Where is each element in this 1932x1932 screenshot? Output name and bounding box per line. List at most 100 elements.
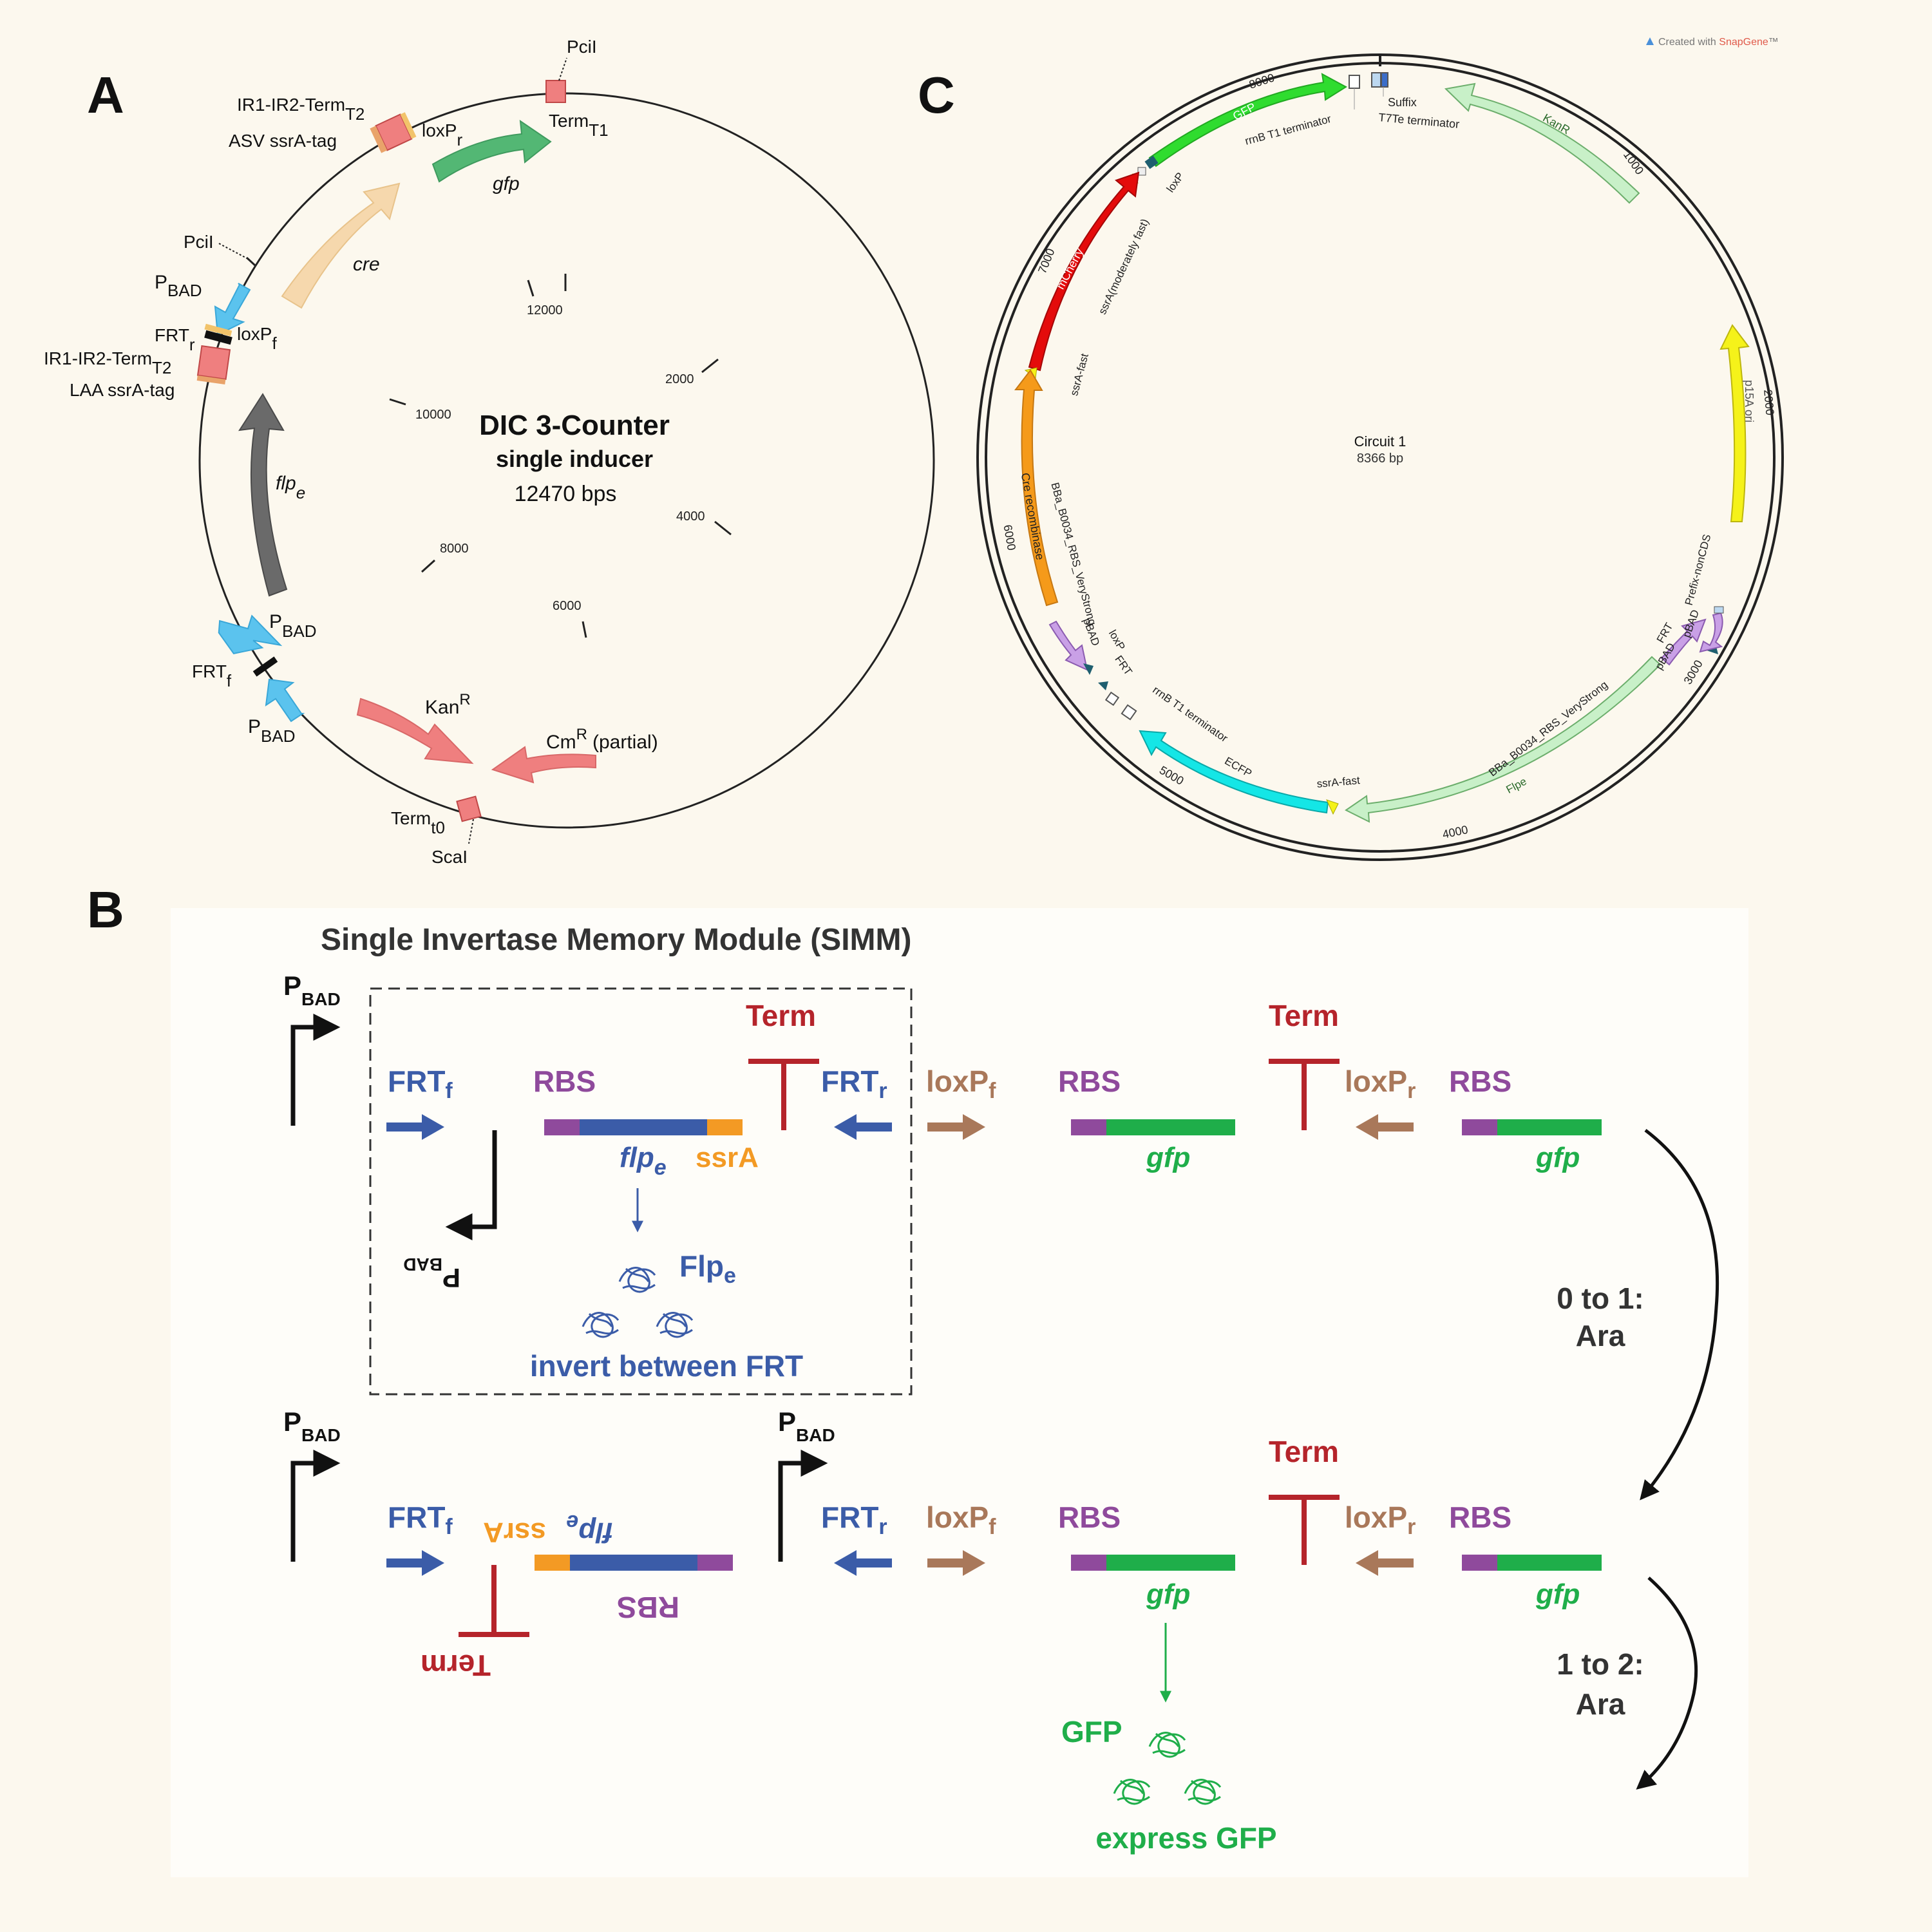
pbad-right2-arrow xyxy=(1699,612,1723,653)
svg-text:flpe: flpe xyxy=(566,1510,613,1548)
svg-text:FRTf: FRTf xyxy=(192,661,232,690)
row1-rbs3-bar xyxy=(1462,1119,1497,1135)
row2-term2-icon xyxy=(1269,1495,1340,1565)
ir-mid-box xyxy=(196,345,231,385)
panel-a: A 12000 2000 10000 4000 8000 6000 DIC 3-… xyxy=(44,37,935,867)
row2-frtr-arrow xyxy=(834,1550,892,1576)
row1-pbad-sub: BAD xyxy=(301,989,341,1009)
ir-top-box xyxy=(370,112,417,153)
cre-c-label: Cre recombinase xyxy=(1019,472,1046,561)
transition2-ara: Ara xyxy=(1576,1687,1625,1721)
row2-gfp2-bar xyxy=(1497,1555,1602,1571)
loxp-left-label: loxP xyxy=(1106,628,1128,652)
ir-mid-label: IR1-IR2-Term xyxy=(44,348,152,368)
panel-c-letter: C xyxy=(918,66,955,124)
row2-frtf-label: FRT xyxy=(388,1501,445,1534)
row2-loxpr-arrow xyxy=(1356,1550,1414,1576)
row1-ssra-label: ssrA xyxy=(696,1142,759,1173)
circuit-name: Circuit 1 xyxy=(1354,433,1406,450)
row1-rbs2-label: RBS xyxy=(1058,1065,1121,1098)
row2-rbs-inv-label: RBS xyxy=(617,1591,679,1624)
prefix-label: Prefix-nonCDS xyxy=(1683,533,1714,607)
svg-text:loxPr: loxPr xyxy=(422,120,462,149)
pbad2-a-label: P xyxy=(269,611,282,632)
transition1-ara: Ara xyxy=(1576,1319,1625,1352)
row2-pbad1-sub: BAD xyxy=(301,1425,341,1445)
frtr-bar xyxy=(204,330,232,345)
svg-text:KanR: KanR xyxy=(425,691,471,718)
svg-text:PBAD: PBAD xyxy=(403,1255,460,1293)
pbad3-a-sub: BAD xyxy=(261,726,295,746)
row2-frtf-arrow xyxy=(386,1550,444,1576)
svg-text:PBAD: PBAD xyxy=(778,1406,835,1445)
bba-right-label: BBa_B0034_RBS_VeryStrong xyxy=(1486,679,1610,779)
row2-rbs3-bar xyxy=(1462,1555,1497,1571)
loxp-top-label: loxP xyxy=(1164,170,1187,194)
prefix-box xyxy=(1714,606,1724,614)
loxpr-a-label: loxP xyxy=(422,120,457,140)
c-tick-7000: 7000 xyxy=(1036,247,1057,276)
laa-label: LAA ssrA-tag xyxy=(70,380,175,400)
kanr-a-sup: R xyxy=(459,691,470,708)
svg-text:IR1-IR2-TermT2: IR1-IR2-TermT2 xyxy=(44,348,171,377)
term-t1-sub: T1 xyxy=(589,120,608,140)
ir-top-label: IR1-IR2-Term xyxy=(237,95,345,115)
scai-label: ScaI xyxy=(431,847,468,867)
row1-loxpr-label: loxP xyxy=(1345,1065,1407,1098)
row1-term1-icon xyxy=(748,1059,819,1130)
row2-pbad1-promoter-icon xyxy=(290,1450,341,1562)
row2-rbs-bar xyxy=(697,1555,733,1571)
svg-text:TermT1: TermT1 xyxy=(549,111,609,140)
svg-text:IR1-IR2-TermT2: IR1-IR2-TermT2 xyxy=(237,95,365,124)
cmr-arrow xyxy=(491,746,596,784)
c-tick-8000: 8000 xyxy=(1247,71,1276,91)
row2-pbad2-label: P xyxy=(778,1406,796,1437)
ir-mid-sub: T2 xyxy=(152,358,171,377)
row1-term2-label: Term xyxy=(1269,999,1339,1032)
plasmid-a-backbone xyxy=(198,92,935,829)
row2-pbad2-promoter-icon xyxy=(778,1450,828,1562)
svg-text:PBAD: PBAD xyxy=(248,716,295,746)
ssra-mod-box xyxy=(1137,167,1146,176)
suffix-label: Suffix xyxy=(1388,96,1417,109)
snapgene-credit-prefix: Created with xyxy=(1658,37,1719,48)
simm-title: Single Invertase Memory Module (SIMM) xyxy=(321,923,911,957)
flpe-arrow-a xyxy=(238,393,288,597)
pcil-left-label: PciI xyxy=(184,232,214,252)
snapgene-credit-tm: ™ xyxy=(1768,37,1779,48)
row2-pbad2-sub: BAD xyxy=(796,1425,835,1445)
row2-flpe-bar xyxy=(570,1555,697,1571)
cre-arrow xyxy=(281,182,401,309)
svg-text:FRTr: FRTr xyxy=(821,1501,887,1539)
svg-text:PBAD: PBAD xyxy=(283,1406,341,1445)
row1-flpe-bar xyxy=(580,1119,707,1135)
row1-term2-icon xyxy=(1269,1059,1340,1130)
row1: PBAD FRTf PBAD RBS flpe ssrA Term FRTr l… xyxy=(283,971,1602,1383)
cre-label: cre xyxy=(353,254,380,275)
pbad-right-arrow xyxy=(1660,618,1707,666)
term-t1-label: Term xyxy=(549,111,589,131)
mcherry-label: mCherry xyxy=(1054,246,1086,291)
row2-loxpf-label: loxP xyxy=(926,1501,989,1534)
row2-frtf-sub: f xyxy=(445,1515,453,1539)
row1-rbs1-bar xyxy=(544,1119,580,1135)
frt-right-label: FRT xyxy=(1654,621,1676,645)
tick-12000: 12000 xyxy=(527,303,563,317)
panel-b-background xyxy=(171,908,1748,1877)
term-t1-box xyxy=(545,80,566,103)
panel-b-letter: B xyxy=(87,881,124,938)
row1-protein-label: Flp xyxy=(679,1249,724,1283)
gfp-a-label: gfp xyxy=(493,173,520,194)
row2-frtr-label: FRT xyxy=(821,1501,878,1534)
row1-protein-sub: e xyxy=(724,1264,736,1288)
p15a-arrow xyxy=(1719,324,1750,522)
ssra-fast-bottom-marker xyxy=(1326,799,1339,815)
svg-text:FRTf: FRTf xyxy=(388,1501,453,1539)
row2-pbad1-label: P xyxy=(283,1406,301,1437)
kanr-a-label: Kan xyxy=(425,697,459,718)
loxpr-a-sub: r xyxy=(457,130,462,149)
flipping-region-box xyxy=(369,987,913,1396)
transition2-label: 1 to 2: xyxy=(1557,1647,1643,1681)
loxp-left-marker xyxy=(1083,663,1094,675)
